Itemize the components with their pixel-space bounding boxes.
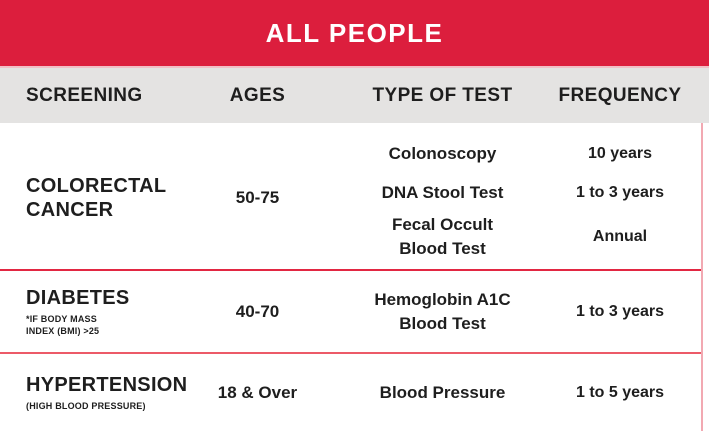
diabetes-screening-cell: DIABETES *IF BODY MASS INDEX (BMI) >25 — [0, 286, 185, 337]
diabetes-frequency-cell: 1 to 3 years — [555, 301, 685, 323]
colorectal-ages-cell: 50-75 — [185, 133, 330, 263]
hypertension-frequency-cell: 1 to 5 years — [555, 382, 685, 404]
table-row-hypertension: HYPERTENSION (HIGH BLOOD PRESSURE) 18 & … — [0, 354, 709, 431]
test-name: DNA Stool Test — [381, 183, 504, 203]
hypertension-screening-note: (HIGH BLOOD PRESSURE) — [26, 400, 146, 411]
hypertension-ages-cell: 18 & Over — [185, 383, 330, 403]
column-header-frequency: FREQUENCY — [558, 84, 682, 106]
all-people-banner: ALL PEOPLE — [0, 0, 709, 66]
colorectal-test-2-cell: DNA Stool Test — [330, 175, 555, 211]
colorectal-frequency-2-cell: 1 to 3 years — [555, 175, 685, 211]
table-right-border — [701, 123, 703, 431]
column-header-screening: SCREENING — [26, 84, 143, 106]
frequency-value: 1 to 3 years — [575, 184, 665, 202]
test-name: Blood Pressure — [379, 382, 506, 402]
colorectal-test-1-cell: Colonoscopy — [330, 133, 555, 175]
colorectal-frequency-3-cell: Annual — [555, 211, 685, 263]
column-header-type-of-test: TYPE OF TEST — [372, 84, 513, 106]
row-divider — [0, 269, 702, 271]
table-row-diabetes: DIABETES *IF BODY MASS INDEX (BMI) >25 4… — [0, 271, 709, 352]
hypertension-screening-label: HYPERTENSION — [26, 373, 188, 396]
diabetes-ages-value: 40-70 — [235, 301, 280, 321]
hypertension-ages-value: 18 & Over — [217, 382, 298, 402]
frequency-value: 1 to 5 years — [575, 383, 665, 401]
table-row-colorectal-cancer: COLORECTAL CANCER 50-75 Colonoscopy 10 y… — [0, 123, 709, 269]
table-header-row: SCREENING AGES TYPE OF TEST FREQUENCY — [0, 68, 709, 123]
colorectal-screening-cell: COLORECTAL CANCER — [0, 133, 185, 263]
hypertension-screening-cell: HYPERTENSION (HIGH BLOOD PRESSURE) — [0, 373, 188, 413]
colorectal-ages-value: 50-75 — [235, 188, 280, 207]
frequency-value: 10 years — [587, 145, 653, 163]
column-header-ages: AGES — [229, 84, 286, 106]
diabetes-test-cell: Hemoglobin A1C Blood Test — [330, 288, 555, 336]
test-name: Fecal Occult Blood Test — [391, 215, 494, 258]
frequency-value: 1 to 3 years — [575, 302, 665, 320]
row-divider — [0, 352, 702, 354]
test-name: Hemoglobin A1C Blood Test — [374, 289, 511, 333]
frequency-value: Annual — [592, 228, 648, 246]
banner-title: ALL PEOPLE — [265, 17, 444, 48]
banner-underline — [0, 66, 709, 68]
colorectal-test-3-cell: Fecal Occult Blood Test — [330, 211, 555, 263]
test-name: Colonoscopy — [388, 144, 497, 164]
diabetes-screening-label: DIABETES — [26, 286, 130, 309]
colorectal-screening-label: COLORECTAL CANCER — [26, 175, 167, 221]
colorectal-frequency-1-cell: 10 years — [555, 133, 685, 175]
diabetes-ages-cell: 40-70 — [185, 302, 330, 322]
diabetes-screening-note: *IF BODY MASS INDEX (BMI) >25 — [26, 313, 100, 336]
hypertension-test-cell: Blood Pressure — [330, 381, 555, 405]
